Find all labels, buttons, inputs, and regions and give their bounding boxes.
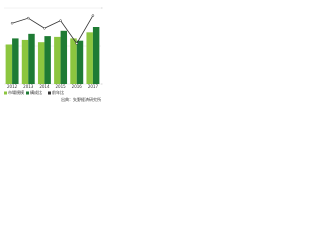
bar	[28, 33, 35, 84]
bar	[21, 39, 29, 84]
x-tick-label: 2012	[7, 84, 18, 89]
bar	[92, 27, 100, 84]
legend-swatch	[26, 91, 29, 95]
legend-swatch	[4, 91, 7, 95]
bar	[70, 38, 77, 84]
bar	[5, 44, 13, 84]
x-tick-label: 2014	[39, 84, 50, 89]
bar	[54, 36, 61, 84]
line-marker	[75, 42, 78, 45]
legend-label: 前年比	[52, 89, 64, 95]
line	[11, 15, 94, 45]
legend-label: 構成比	[30, 89, 42, 95]
bar	[60, 30, 68, 84]
line-marker	[27, 16, 30, 20]
source-note: 出典：矢野経済研究所	[61, 96, 101, 102]
legend-label: 市場規模	[8, 89, 24, 95]
x-tick-label: 2013	[23, 84, 34, 89]
bar	[44, 36, 51, 84]
line-marker	[59, 19, 62, 22]
x-tick-label: 2016	[72, 84, 83, 89]
x-tick-label: 2015	[55, 84, 66, 89]
legend-swatch	[48, 91, 51, 95]
bar	[12, 38, 19, 84]
bar	[37, 42, 45, 84]
bar	[76, 40, 84, 84]
line-marker	[43, 27, 46, 30]
line-marker	[91, 14, 95, 17]
chart: 出典：矢野経済研究所 2012 2013 2014 2015 2016 2017 市場規模構…	[4, 7, 103, 102]
line-marker	[10, 21, 14, 25]
bar	[86, 32, 93, 84]
x-tick-label: 2017	[88, 84, 99, 89]
